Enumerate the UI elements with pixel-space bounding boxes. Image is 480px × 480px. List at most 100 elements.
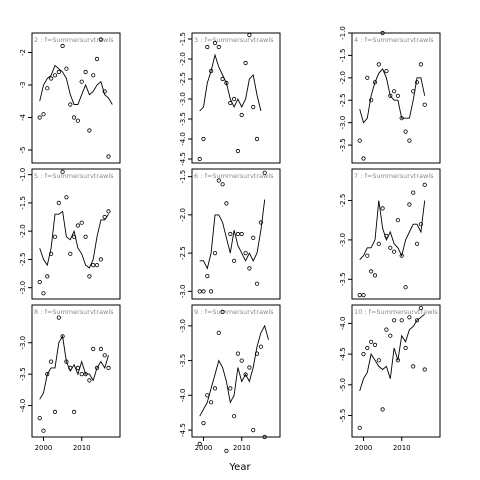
panel-title: 2 : f=Summersurvtrawls: [34, 36, 114, 44]
y-tick-label: -3.5: [339, 138, 347, 152]
data-point: [368, 339, 374, 344]
data-point: [75, 223, 81, 228]
panel-8: 7 : f=Summersurvtrawls -3.5 -3.0 -2.5: [339, 168, 441, 300]
data-point: [384, 233, 389, 239]
data-point: [212, 386, 218, 391]
data-point: [403, 285, 408, 290]
y-tick-label: -3.0: [339, 233, 347, 247]
x-tick-label: 2000: [355, 444, 373, 452]
data-point: [235, 148, 240, 154]
data-point: [372, 342, 378, 347]
data-point: [64, 359, 69, 364]
y-tick-label: -4: [19, 113, 27, 121]
y-tick-label: -2.5: [19, 253, 27, 267]
data-point: [399, 116, 404, 121]
data-point: [209, 400, 214, 405]
data-point: [365, 75, 370, 80]
data-point: [72, 115, 77, 120]
data-point: [262, 434, 267, 440]
data-point: [232, 414, 237, 419]
data-point: [75, 365, 81, 370]
data-point: [216, 44, 221, 50]
data-point: [48, 359, 54, 364]
data-point: [224, 448, 229, 453]
series-line: [359, 313, 425, 392]
data-point: [243, 251, 248, 256]
data-point: [365, 345, 370, 351]
data-point: [232, 96, 237, 102]
data-point: [376, 241, 381, 246]
data-point: [201, 289, 206, 294]
y-tick-label: -4.0: [339, 317, 347, 331]
data-point: [68, 251, 73, 256]
data-point: [102, 214, 107, 220]
panel-title: 5 : f=Summersurvtrawls: [34, 172, 114, 180]
data-point: [407, 138, 412, 143]
data-point: [83, 371, 88, 377]
panel-title: 9 : f=Summersurvtrawls: [194, 308, 274, 316]
y-tick-label: -3.0: [339, 116, 347, 130]
data-point: [201, 136, 206, 142]
data-point: [83, 234, 88, 239]
data-point: [94, 365, 100, 370]
data-point: [422, 367, 427, 372]
data-point: [201, 420, 206, 426]
panel-title: 8 : f=Summersurvtrawls: [34, 308, 114, 316]
data-point: [395, 358, 400, 363]
y-tick-label: -5: [19, 147, 27, 154]
data-point: [220, 76, 225, 82]
y-tick-label: -1.5: [179, 32, 187, 46]
data-point: [251, 235, 256, 240]
data-point: [235, 351, 240, 356]
data-point: [228, 100, 233, 106]
data-point: [380, 206, 385, 211]
y-tick-label: -1.5: [179, 170, 187, 184]
data-point: [60, 169, 65, 174]
data-point: [41, 291, 46, 296]
y-tick-label: -2.5: [339, 93, 347, 107]
data-point: [414, 241, 420, 246]
data-point: [411, 364, 416, 369]
data-point: [368, 98, 374, 103]
panel-5: 6 : f=Summersurvtrawls -3.0 -2.5 -2.0 -1.5: [179, 168, 281, 300]
data-point: [87, 128, 92, 133]
data-point: [388, 245, 393, 250]
data-point: [45, 371, 50, 377]
data-point: [106, 209, 111, 214]
data-point: [243, 60, 248, 66]
y-tick-label: -3.0: [19, 336, 27, 350]
series-line: [359, 200, 426, 260]
data-point: [414, 318, 420, 323]
data-point: [106, 154, 111, 159]
data-point: [395, 93, 400, 98]
y-tick-label: -3.0: [179, 92, 187, 106]
y-tick-label: -3.5: [179, 112, 187, 126]
panel-frame: [351, 32, 441, 164]
panel-7: 4 : f=Summersurvtrawls -3.5 -3.0 -2.5 -2.0 -1…: [339, 26, 441, 164]
data-point: [197, 441, 202, 446]
data-point: [403, 129, 408, 134]
data-point: [106, 365, 111, 370]
data-point: [422, 102, 427, 107]
y-tick-label: -2: [19, 49, 27, 56]
data-point: [391, 318, 397, 323]
data-point: [87, 274, 92, 279]
data-point: [357, 292, 362, 298]
data-point: [407, 315, 412, 320]
data-point: [380, 30, 385, 36]
data-point: [235, 231, 240, 237]
x-tick-label: 2000: [195, 444, 213, 452]
data-point: [75, 118, 81, 123]
y-tick-label: -2.5: [179, 72, 187, 86]
data-point: [56, 200, 61, 205]
data-point: [251, 104, 256, 110]
data-point: [197, 289, 202, 294]
data-point: [60, 334, 65, 339]
series-line: [39, 210, 109, 269]
x-tick-label: 2010: [233, 444, 251, 452]
data-point: [220, 309, 225, 314]
data-point: [37, 415, 42, 421]
panel-frame: [191, 32, 281, 164]
data-point: [94, 56, 100, 62]
panel-frame: [31, 304, 121, 438]
